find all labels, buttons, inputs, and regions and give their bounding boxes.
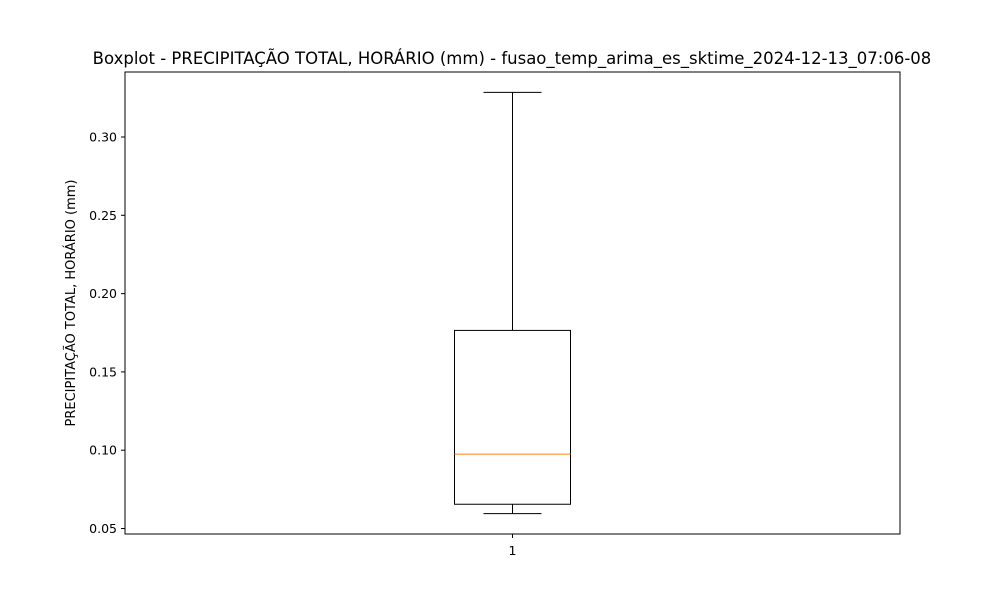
y-tick-label: 0.30	[89, 129, 117, 144]
y-axis-label: PRECIPITAÇÃO TOTAL, HORÁRIO (mm)	[63, 180, 79, 427]
y-tick-label: 0.05	[89, 521, 117, 536]
chart-title: Boxplot - PRECIPITAÇÃO TOTAL, HORÁRIO (m…	[93, 49, 932, 69]
boxes-group	[454, 91, 571, 515]
y-tick-label: 0.15	[89, 364, 117, 379]
y-axis-ticks: 0.05 0.10 0.15 0.20 0.25 0.30	[89, 129, 125, 536]
y-tick-label: 0.25	[89, 208, 117, 223]
box-iqr	[454, 329, 571, 505]
plot-frame	[124, 71, 901, 535]
y-tick-label: 0.20	[89, 286, 117, 301]
y-tick-label: 0.10	[89, 443, 117, 458]
x-tick-label: 1	[509, 543, 517, 558]
x-axis-ticks: 1	[509, 534, 517, 558]
